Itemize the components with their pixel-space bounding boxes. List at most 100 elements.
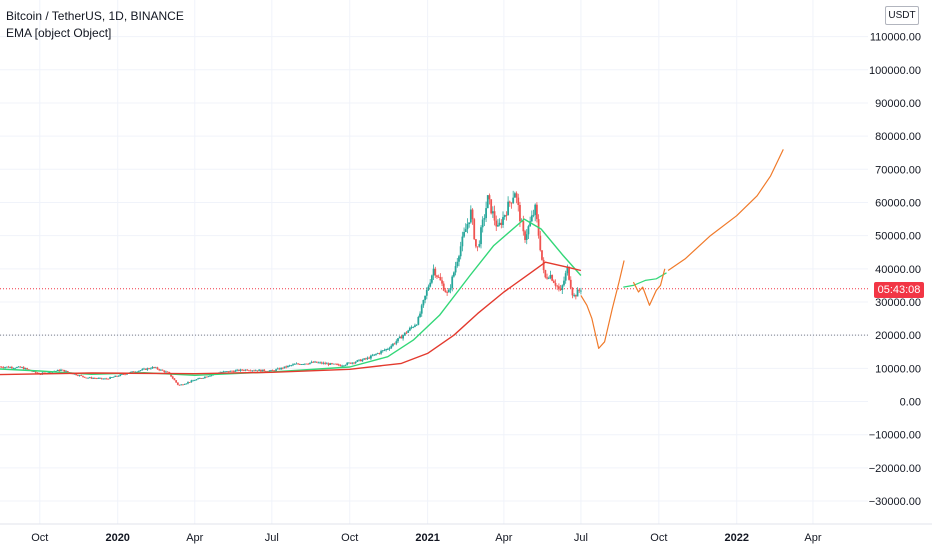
candle [276,367,279,370]
candle [427,284,430,291]
candle-body [351,362,354,364]
candle-body [395,341,398,344]
candle-body [2,367,5,369]
candle-body [444,290,447,293]
candle [237,369,240,372]
x-tick-label: 2022 [724,532,748,544]
candle [424,295,427,304]
candle-body [329,363,332,365]
candle-body [83,376,86,378]
candle-body [92,378,95,379]
candle [246,369,249,371]
candle-body [171,376,174,379]
candle [552,279,555,284]
candle-body [473,219,476,240]
candle [166,371,169,373]
candle-body [524,231,526,240]
candle-body [458,256,460,262]
candle-body [259,369,262,372]
candle [303,363,306,366]
candle-body [402,335,404,339]
candle [161,369,164,371]
candle-body [532,214,535,216]
candle [500,219,503,229]
candle [563,276,565,287]
candle-body [486,195,489,209]
candle-body [495,220,498,227]
candle [192,379,194,382]
candle-body [439,277,442,281]
candle-body [26,368,28,370]
candle-body [544,270,547,278]
candle-body [58,369,61,371]
currency-button[interactable]: USDT [885,6,919,25]
candle-body [324,362,327,364]
candle-body [576,289,579,297]
candle-body [61,369,64,371]
candle-body [398,336,401,339]
candle-body [574,295,577,297]
candle-body [481,219,484,228]
y-tick-label: 80000.00 [875,131,921,143]
candle-body [102,378,105,380]
candle [117,375,120,377]
x-tick-label: Oct [341,532,358,544]
candle-body [456,261,459,267]
candle-body [60,369,62,371]
candle-body [163,370,166,373]
candle-body [546,277,548,279]
candle-body [232,371,235,372]
candle-body [22,367,25,370]
candle [468,222,471,228]
candle-body [117,375,120,377]
candle-body [180,384,183,386]
candle [293,363,296,365]
candle [334,363,337,365]
candle [325,362,328,365]
candle [249,369,252,372]
candle [263,369,266,372]
candle [453,271,455,278]
candle-body [471,209,474,220]
candle [429,278,432,288]
candle [22,366,25,370]
candle-body [36,372,39,374]
candle-body [99,377,101,379]
candle-body [19,366,22,368]
candle [197,377,200,380]
candle [4,366,6,369]
candle-body [497,224,499,227]
candle [285,365,288,369]
candle [354,361,357,364]
candle [441,276,443,287]
candle-body [73,373,76,375]
candle [78,374,81,377]
candle [395,339,398,346]
candle [92,377,95,380]
candle-body [0,366,3,368]
candle-body [564,273,567,281]
candle [232,370,235,373]
candle [425,287,428,300]
candle [10,365,13,370]
candle [248,369,250,372]
candle [290,364,293,367]
candle-body [56,369,59,372]
candle-body [534,204,537,215]
candle-body [337,364,340,366]
candle-body [227,371,230,372]
candle [110,377,113,378]
candle [454,261,457,276]
candle-body [24,368,27,370]
candle-body [361,359,364,362]
candle [229,370,232,372]
candle-body [317,362,320,364]
candle [486,194,489,209]
candle-body [254,370,257,372]
candle [183,383,186,385]
candle [532,209,535,218]
candle [119,373,122,377]
candle-body [175,380,178,383]
